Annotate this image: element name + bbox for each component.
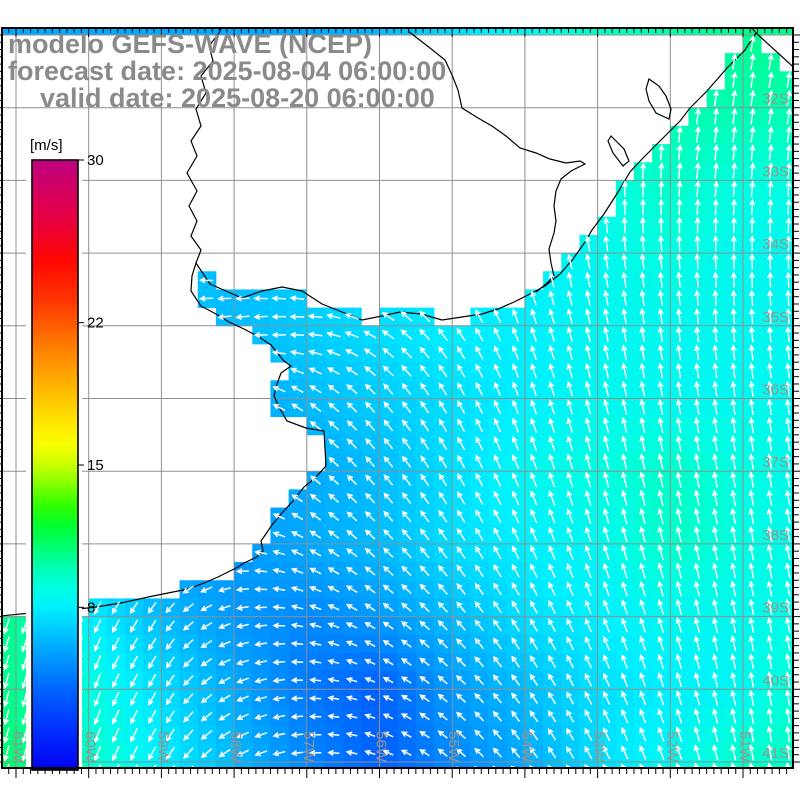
lon-label: 51W: [736, 731, 753, 763]
lat-label: 40S: [762, 672, 789, 689]
lat-label: 39S: [762, 600, 789, 617]
colorbar-gradient: [31, 159, 79, 771]
forecast-date: forecast date: 2025-08-04 06:00:00: [8, 56, 447, 86]
lat-label: 37S: [762, 454, 789, 471]
lat-label: 35S: [762, 309, 789, 326]
lon-label: 61W: [9, 731, 26, 763]
lon-label: 60W: [82, 731, 99, 763]
valid-date: valid date: 2025-08-20 06:00:00: [40, 83, 435, 113]
graticule-gridlines: [2, 28, 793, 768]
lat-label: 32S: [762, 91, 789, 108]
coastline-path: [2, 28, 757, 617]
longitude-labels: 61W 60W 59W 58W 57W 56W 55W 54W 53W 52W 51W: [9, 731, 753, 763]
geography: [2, 28, 793, 617]
lagoon-outline: [645, 78, 672, 120]
colorbar-tick-label: 22: [87, 315, 104, 332]
colorbar-tick-label: 8: [87, 599, 95, 616]
uruguay-river-path: [186, 28, 222, 264]
colorbar: [m/s] 30 22 15 8: [26, 126, 104, 772]
lat-label: 41S: [762, 745, 789, 762]
lat-label: 38S: [762, 527, 789, 544]
lat-label: 36S: [762, 382, 789, 399]
lat-label: 34S: [762, 236, 789, 253]
lat-label: 33S: [762, 163, 789, 180]
axes-ticks: [0, 27, 800, 778]
colorbar-tick-label: 15: [87, 457, 104, 474]
country-border-path: [407, 30, 587, 293]
lon-label: 57W: [300, 731, 317, 763]
lon-label: 58W: [227, 731, 244, 763]
lon-label: 55W: [445, 731, 462, 763]
lagoon-outline: [607, 135, 630, 167]
colorbar-unit-label: [m/s]: [30, 137, 63, 154]
lon-label: 59W: [154, 731, 171, 763]
lon-label: 54W: [518, 731, 535, 763]
lon-label: 56W: [373, 731, 390, 763]
lon-label: 52W: [663, 731, 680, 763]
map-layers: 61W 60W 59W 58W 57W 56W 55W 54W 53W 52W 51W32S33S3…: [2, 28, 793, 768]
model-title: modelo GEFS-WAVE (NCEP): [8, 29, 373, 59]
colorbar-tick-label: 30: [87, 152, 104, 169]
lon-label: 53W: [591, 731, 608, 763]
latitude-labels: 32S 33S 34S 35S 36S 37S 38S 39S 40S 41S: [762, 91, 789, 762]
